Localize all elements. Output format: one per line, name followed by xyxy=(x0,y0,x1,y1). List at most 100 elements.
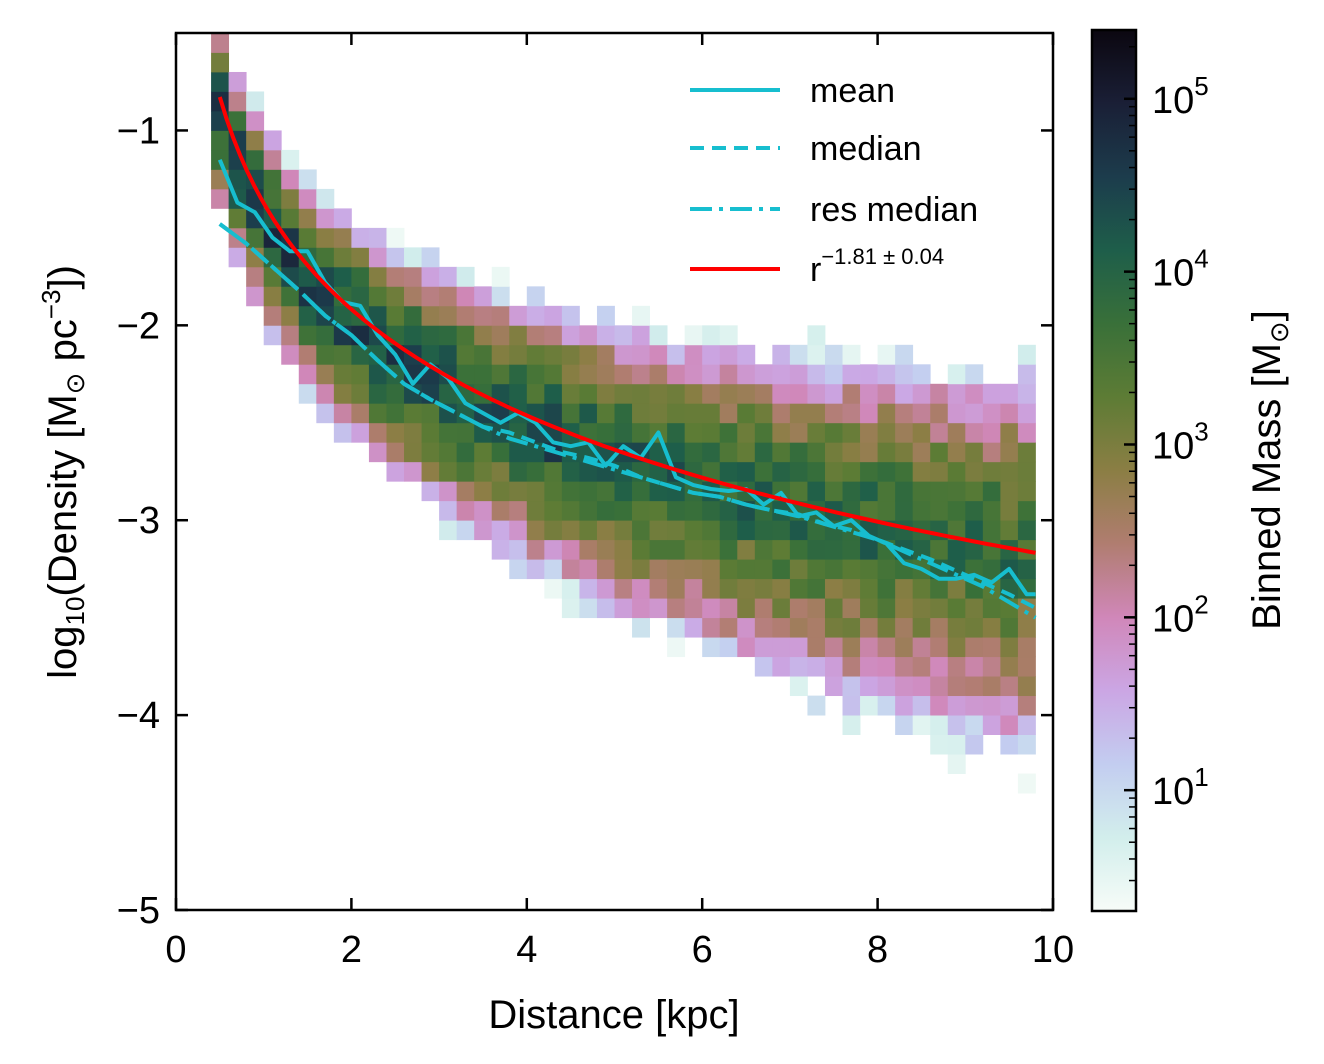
heatmap-cell xyxy=(772,637,791,658)
heatmap-cell xyxy=(930,500,949,521)
heatmap-cell xyxy=(632,500,650,521)
heatmap-cell xyxy=(526,461,545,482)
heatmap-cell xyxy=(614,325,633,346)
heatmap-cell xyxy=(947,676,966,697)
heatmap-cell xyxy=(544,305,563,326)
heatmap-cell xyxy=(491,364,510,385)
heatmap-cell xyxy=(579,598,598,619)
heatmap-cell xyxy=(614,403,633,424)
heatmap-cell xyxy=(895,403,914,424)
heatmap-cell xyxy=(632,422,650,443)
heatmap-cell xyxy=(561,539,580,560)
heatmap-cell xyxy=(789,442,808,463)
heatmap-cell xyxy=(982,481,1001,502)
heatmap-cell xyxy=(632,520,650,541)
heatmap-cell xyxy=(667,500,686,521)
heatmap-cell xyxy=(649,344,668,365)
heatmap-cell xyxy=(333,266,352,287)
heatmap-cell xyxy=(982,442,1001,463)
heatmap-cell xyxy=(895,715,914,735)
heatmap-cell xyxy=(614,422,633,443)
heatmap-cell xyxy=(754,637,773,658)
heatmap-cell xyxy=(439,344,458,365)
heatmap-cell xyxy=(860,364,878,385)
heatmap-cell xyxy=(930,715,949,735)
heatmap-cell xyxy=(474,305,493,326)
heatmap-cell xyxy=(947,598,966,619)
heatmap-cell xyxy=(509,520,528,541)
heatmap-cell xyxy=(596,325,615,346)
heatmap-cell xyxy=(860,598,878,619)
heatmap-cell xyxy=(351,364,370,385)
x-tick-label: 0 xyxy=(165,929,186,971)
heatmap-cell xyxy=(561,520,580,541)
heatmap-cell xyxy=(1017,442,1036,463)
heatmap-cell xyxy=(789,559,808,580)
heatmap-cell xyxy=(842,695,861,716)
heatmap-cell xyxy=(561,598,580,619)
heatmap-cell xyxy=(333,227,352,248)
heatmap-cell xyxy=(298,305,317,326)
heatmap-cell xyxy=(596,481,615,502)
heatmap-cell xyxy=(824,481,843,502)
heatmap-cell xyxy=(439,442,458,463)
heatmap-cell xyxy=(719,364,738,385)
heatmap-cell xyxy=(842,383,861,404)
heatmap-cell xyxy=(368,422,387,443)
heatmap-cell xyxy=(860,578,878,599)
heatmap-cell xyxy=(719,403,738,424)
heatmap-cell xyxy=(263,169,282,190)
heatmap-cell xyxy=(702,364,721,385)
heatmap-cell xyxy=(1017,520,1036,541)
heatmap-cell xyxy=(684,578,703,599)
heatmap-cell xyxy=(807,364,826,385)
heatmap-cell xyxy=(456,305,475,326)
heatmap-cell xyxy=(298,188,317,209)
heatmap-cell xyxy=(912,364,931,385)
heatmap-cell xyxy=(912,617,931,638)
heatmap-cell xyxy=(509,539,528,560)
heatmap-cell xyxy=(298,227,317,248)
heatmap-cell xyxy=(982,422,1001,443)
heatmap-cell xyxy=(509,383,528,404)
heatmap-cell xyxy=(860,461,878,482)
heatmap-cell xyxy=(789,539,808,560)
heatmap-cell xyxy=(877,461,896,482)
heatmap-cell xyxy=(614,578,633,599)
heatmap-cell xyxy=(754,539,773,560)
heatmap-cell xyxy=(719,578,738,599)
heatmap-cell xyxy=(561,344,580,365)
y-tick-label: −2 xyxy=(117,305,160,347)
heatmap-cell xyxy=(544,383,563,404)
heatmap-cell xyxy=(246,110,265,131)
heatmap-cell xyxy=(965,403,984,424)
heatmap-cell xyxy=(895,637,914,658)
heatmap-cell xyxy=(211,188,230,209)
heatmap-cell xyxy=(719,422,738,443)
heatmap-cell xyxy=(649,598,668,619)
legend-label-res-median: res median xyxy=(810,191,978,229)
heatmap-cell xyxy=(368,247,387,268)
heatmap-cell xyxy=(474,344,493,365)
heatmap-cell xyxy=(596,422,615,443)
heatmap-cell xyxy=(386,422,405,443)
heatmap-cell xyxy=(526,383,545,404)
heatmap-cell xyxy=(772,520,791,541)
x-tick-label: 10 xyxy=(1032,929,1074,971)
heatmap-cell xyxy=(246,266,265,287)
heatmap-cell xyxy=(684,559,703,580)
heatmap-cell xyxy=(596,344,615,365)
heatmap-cell xyxy=(824,442,843,463)
heatmap-cell xyxy=(544,559,563,580)
heatmap-cell xyxy=(491,266,510,287)
heatmap-cell xyxy=(1000,676,1019,697)
heatmap-cell xyxy=(684,383,703,404)
heatmap-cell xyxy=(895,578,914,599)
heatmap-cell xyxy=(632,539,650,560)
heatmap-cell xyxy=(807,578,826,599)
heatmap-cell xyxy=(632,364,650,385)
heatmap-cell xyxy=(877,676,896,697)
heatmap-cell xyxy=(316,364,335,385)
heatmap-cell xyxy=(772,559,791,580)
colorbar-tick-label: 102 xyxy=(1152,589,1209,640)
